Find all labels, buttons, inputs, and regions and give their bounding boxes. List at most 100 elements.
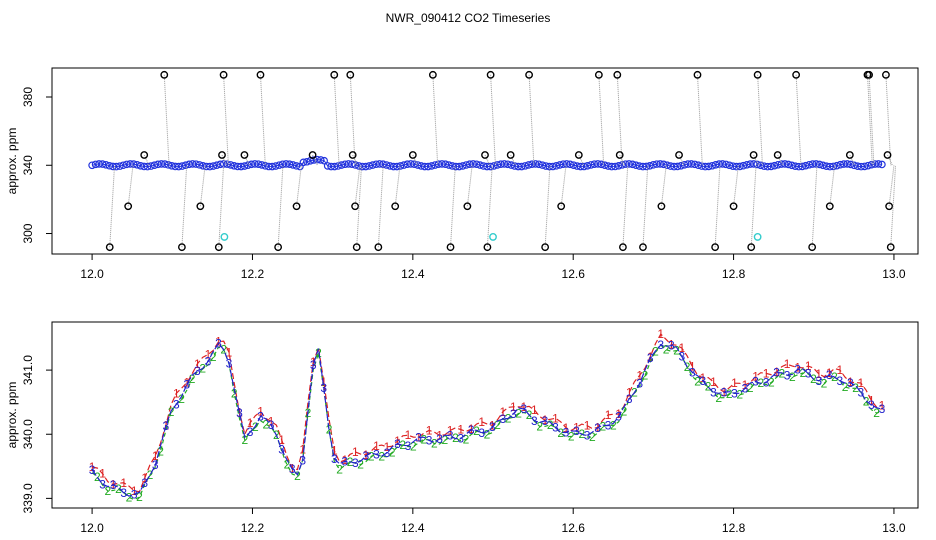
outlier-point [274, 243, 283, 252]
baseline-point [237, 162, 245, 171]
baseline-point [829, 162, 838, 171]
series-marker: 3 [299, 453, 306, 467]
series-marker: 2 [157, 444, 164, 458]
panel-top-axes: 12.0 12.2 12.4 12.6 12.8 13.0 300 340 380 [21, 87, 906, 281]
baseline-point [843, 160, 852, 168]
top-y-tick-label: 340 [21, 155, 35, 175]
baseline-point [365, 162, 374, 170]
series-marker: 3 [352, 456, 359, 470]
baseline-point [133, 161, 141, 169]
bottom-x-tick-label: 12.4 [401, 521, 425, 535]
baseline-point [687, 160, 696, 168]
baseline-point [576, 162, 585, 171]
baseline-point [289, 161, 297, 169]
series-marker: 1 [447, 424, 454, 438]
baseline-point [455, 162, 464, 171]
baseline-point [632, 161, 640, 169]
baseline-point [642, 162, 651, 171]
outlier-point [391, 202, 400, 211]
series-marker: 1 [510, 400, 517, 414]
baseline-point [805, 160, 813, 169]
series-marker: 1 [478, 415, 485, 429]
baseline-point [812, 160, 820, 168]
series-marker: 3 [678, 350, 685, 364]
baseline-point [597, 160, 606, 169]
baseline-point [102, 161, 110, 169]
series-marker: 1 [184, 376, 191, 390]
baseline-point [538, 161, 547, 169]
series-marker: 2 [284, 458, 291, 472]
baseline-point [767, 162, 775, 171]
series-marker: 3 [815, 374, 822, 388]
baseline-point [462, 161, 471, 169]
baseline-point [725, 161, 734, 170]
baseline-point [292, 162, 301, 170]
series-marker: 3 [394, 437, 401, 451]
outlier-connector [450, 165, 456, 248]
outlier-connector [333, 74, 340, 166]
series-marker: 3 [405, 439, 412, 453]
baseline-point [670, 162, 678, 171]
baseline-point [244, 161, 252, 169]
series-marker: 2 [357, 458, 364, 472]
series-marker: 2 [515, 407, 522, 421]
outlier-connector [795, 74, 802, 166]
baseline-point [361, 162, 370, 171]
baseline-point [850, 161, 859, 170]
baseline-point [753, 160, 762, 169]
top-y-tick-label: 300 [21, 223, 35, 243]
outlier-point [845, 151, 854, 159]
outlier-connector [890, 165, 897, 248]
series-marker: 3 [426, 434, 433, 448]
baseline-point [507, 161, 516, 169]
series-marker: 2 [189, 372, 196, 386]
cyan-point [489, 233, 497, 241]
outlier-connector [486, 165, 493, 248]
series-marker: 2 [263, 417, 270, 431]
series-marker: 3 [99, 477, 106, 491]
outlier-connector [714, 165, 721, 248]
outlier-point [525, 70, 534, 79]
baseline-point [188, 160, 197, 168]
baseline-point [116, 162, 124, 170]
series-marker: 1 [278, 433, 285, 447]
outlier-point [177, 243, 186, 252]
bottom-x-tick-label: 12.6 [562, 521, 586, 535]
baseline-point [209, 162, 218, 170]
series-marker: 3 [247, 425, 254, 439]
baseline-point [285, 160, 294, 168]
series-marker: 2 [726, 387, 733, 401]
series-marker: 3 [373, 447, 380, 461]
series-marker: 1 [552, 411, 559, 425]
baseline-point [476, 161, 484, 169]
series-marker: 2 [115, 482, 122, 496]
outlier-connector [356, 165, 363, 248]
baseline-point [413, 161, 422, 169]
series-marker: 1 [784, 357, 791, 371]
outlier-connector [223, 74, 229, 166]
baseline-point [749, 160, 758, 168]
baseline-point [763, 162, 772, 171]
series-marker: 2 [715, 391, 722, 405]
baseline-point [628, 160, 637, 169]
baseline-point [112, 162, 121, 171]
series-marker: 1 [405, 428, 412, 442]
baseline-point [815, 160, 824, 169]
baseline-point [424, 162, 432, 171]
outlier-connector [218, 165, 225, 248]
series-marker: 3 [763, 376, 770, 390]
series-marker: 3 [531, 414, 538, 428]
series-marker: 2 [557, 426, 564, 440]
outlier-point [463, 202, 472, 211]
series-marker: 1 [605, 408, 612, 422]
series-marker: 3 [542, 414, 549, 428]
top-x-tick-label: 12.4 [401, 267, 425, 281]
series-marker: 1 [268, 414, 275, 428]
baseline-point [798, 162, 807, 171]
baseline-point [701, 162, 710, 171]
series-marker: 3 [447, 429, 454, 443]
series-marker: 3 [563, 426, 570, 440]
baseline-point [860, 162, 869, 171]
series-marker: 3 [594, 421, 601, 435]
series-line [91, 342, 883, 497]
